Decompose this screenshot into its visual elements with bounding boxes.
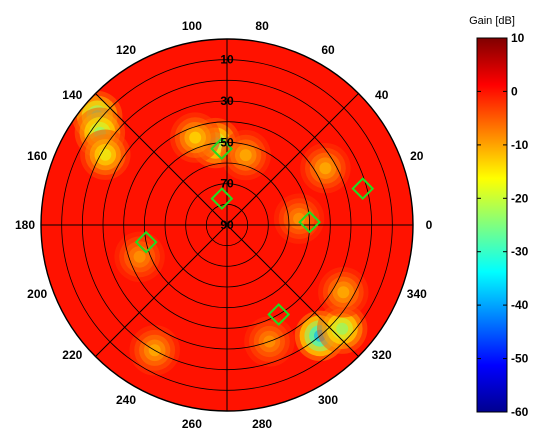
polar-grid xyxy=(40,38,414,412)
colorbar-tick-label: -10 xyxy=(511,138,529,152)
marker-layer xyxy=(134,137,375,326)
elevation-label: 90 xyxy=(220,218,234,232)
colorbar-tick-label: -20 xyxy=(511,191,529,205)
azimuth-label: 280 xyxy=(252,417,272,431)
azimuth-label: 60 xyxy=(321,43,335,57)
heatmap-blob xyxy=(99,148,112,161)
azimuth-label: 0 xyxy=(426,218,433,232)
colorbar-tick-label: -40 xyxy=(511,298,529,312)
azimuth-label: 20 xyxy=(410,149,424,163)
marker-diamond xyxy=(134,230,158,254)
azimuth-spoke xyxy=(95,93,359,357)
colorbar-title: Gain [dB] xyxy=(469,15,515,27)
colorbar-tick-label: 0 xyxy=(511,84,518,98)
azimuth-label: 240 xyxy=(116,393,136,407)
azimuth-label: 140 xyxy=(62,88,82,102)
heatmap-blob xyxy=(293,212,306,225)
colorbar-tick-label: 10 xyxy=(511,31,525,45)
heatmap-blob xyxy=(319,162,332,175)
elevation-label: 70 xyxy=(220,177,234,191)
colorbar-tick-label: -50 xyxy=(511,352,529,366)
azimuth-label: 260 xyxy=(182,417,202,431)
azimuth-label: 100 xyxy=(182,19,202,33)
polar-plot-area: 10 30 50 70 90 0 20 40 60 80 100 120 140 160 180 200 22… xyxy=(15,19,433,431)
azimuth-label: 120 xyxy=(116,43,136,57)
heatmap-blob xyxy=(337,286,350,299)
colorbar-tick-label: -30 xyxy=(511,245,529,259)
azimuth-label: 220 xyxy=(62,348,82,362)
marker-diamond xyxy=(210,137,234,161)
marker-diamond xyxy=(267,303,291,326)
elevation-label: 50 xyxy=(220,135,234,149)
azimuth-label: 160 xyxy=(27,149,47,163)
marker-diamond xyxy=(298,210,322,234)
marker-diamond xyxy=(351,177,375,201)
azimuth-label: 300 xyxy=(318,393,338,407)
colorbar-ticks: 10 0 -10 -20 -30 -40 -50 -60 xyxy=(477,31,529,419)
heatmap-blob xyxy=(239,149,252,162)
elevation-label: 10 xyxy=(220,53,234,67)
azimuth-labels: 0 20 40 60 80 100 120 140 160 180 200 220 240 260 280 3… xyxy=(15,19,433,431)
azimuth-label: 180 xyxy=(15,218,35,232)
heatmap-blob xyxy=(336,322,349,335)
heatmap-blob xyxy=(133,250,146,263)
colorbar-gradient xyxy=(476,37,508,413)
azimuth-label: 200 xyxy=(27,287,47,301)
azimuth-label: 320 xyxy=(372,348,392,362)
marker-diamond xyxy=(210,187,234,211)
heatmap-blob xyxy=(189,131,202,144)
azimuth-label: 80 xyxy=(255,19,269,33)
colorbar: Gain [dB] 10 0 -10 -20 -30 -40 -50 -60 xyxy=(469,15,529,419)
azimuth-label: 340 xyxy=(407,287,427,301)
colorbar-tick-label: -60 xyxy=(511,405,529,419)
azimuth-label: 40 xyxy=(375,88,389,102)
elevation-label: 30 xyxy=(220,94,234,108)
elevation-labels: 10 30 50 70 90 xyxy=(220,53,234,232)
